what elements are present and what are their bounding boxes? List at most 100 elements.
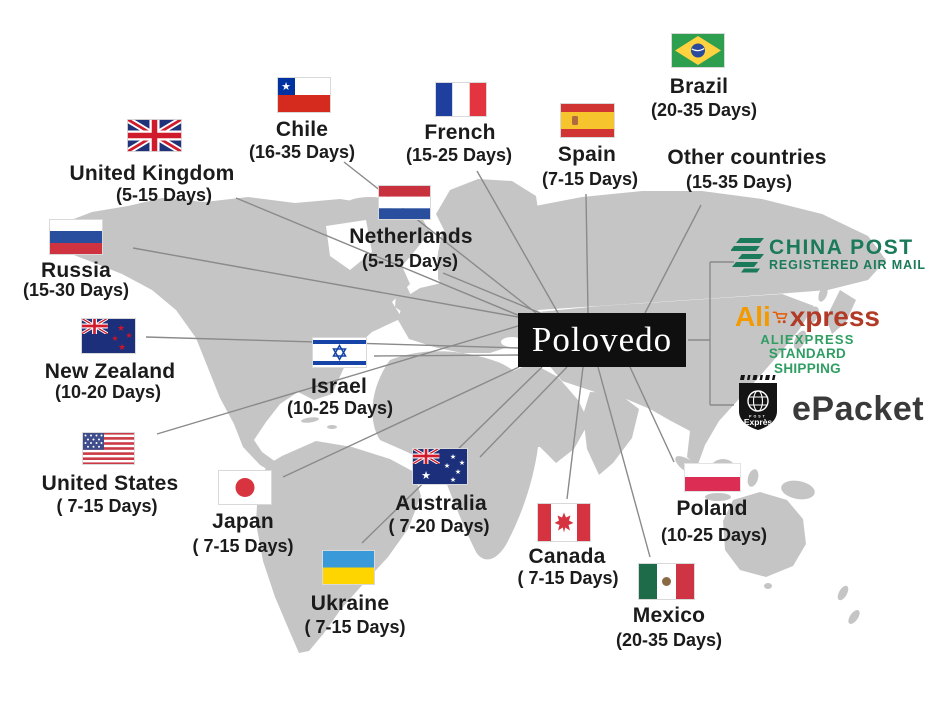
aliexpress-logo: Ali xpress ALIEXPRESS STANDARD SHIPPING [735,301,880,377]
country-days: (10-20 Days) [54,382,162,402]
line-uk [235,197,521,317]
flag-japan-icon [218,470,272,505]
line-usa [156,325,519,435]
country-name: Other countries [667,146,827,169]
flag-chile-icon: ★ [277,77,331,113]
aliexpress-line2: STANDARD SHIPPING [768,346,847,376]
epacket-badge-icon: POST Exprès [739,375,777,430]
flag-usa-icon [82,432,135,465]
country-days: (10-25 Days) [660,525,768,545]
epacket-badge-line2: Exprès [744,417,773,427]
line-japan [282,366,520,478]
country-name: Israel [310,375,368,398]
line-other [644,204,702,314]
flag-canada-icon [537,503,591,542]
svg-text:★: ★ [421,469,431,482]
svg-text:★: ★ [450,453,456,461]
map-kamchatka [826,290,856,334]
china-post-icon [731,238,764,273]
line-russia [132,247,519,318]
country-days: (16-35 Days) [248,142,356,162]
aliexpress-line1: ALIEXPRESS [760,332,855,347]
country-days: (20-35 Days) [650,100,758,120]
flag-new-zealand-icon: ★ ★ ★ ★ [81,318,136,354]
map-south-america [256,441,421,653]
country-days: ( 7-15 Days) [56,496,158,516]
china-post-subtitle: REGISTERED AIR MAIL [769,258,926,272]
country-name: Poland [676,497,748,520]
line-logos-bracket [688,261,734,406]
flag-mexico-icon [638,563,695,600]
svg-text:★: ★ [281,80,291,93]
country-days: (5-15 Days) [361,251,459,271]
flag-uk-icon [127,119,182,152]
country-name: French [424,121,496,144]
country-name: Russia [40,259,112,282]
country-days: (15-30 Days) [22,280,130,300]
country-name: Mexico [632,604,706,627]
country-days: (5-15 Days) [115,185,213,205]
flag-russia-icon [49,219,103,255]
china-post-logo: CHINA POST REGISTERED AIR MAIL [731,237,926,273]
country-days: (15-25 Days) [405,145,513,165]
country-name: United States [41,472,179,495]
china-post-title: CHINA POST [769,236,914,259]
svg-text:★: ★ [455,468,461,476]
country-days: ( 7-15 Days) [192,536,294,556]
country-name: Australia [395,492,487,515]
line-australia [479,366,568,458]
flag-france-icon [435,82,487,117]
flag-spain-icon [560,103,615,138]
country-days: ( 7-15 Days) [304,617,406,637]
country-name: Spain [557,143,617,166]
country-days: (20-35 Days) [615,630,723,650]
epacket-logo: POST Exprès ePacket [737,375,924,431]
line-chile [343,161,537,314]
map-russia [438,191,886,312]
country-days: ( 7-20 Days) [388,516,490,536]
store-name-box: Polovedo [518,313,686,367]
line-spain [585,193,589,314]
country-name: Brazil [669,75,729,98]
line-israel [373,354,519,357]
svg-text:★: ★ [111,334,118,343]
svg-text:★: ★ [450,476,456,484]
flag-brazil-icon [671,33,725,68]
flag-poland-icon [684,463,741,492]
line-netherlands [442,272,541,314]
country-days: (10-25 Days) [286,398,394,418]
country-days: (15-35 Days) [685,172,793,192]
flag-netherlands-icon [378,185,431,220]
map-australia [723,492,806,577]
country-name: Ukraine [310,592,390,615]
svg-text:★: ★ [444,462,450,470]
svg-text:★: ★ [118,343,126,353]
country-name: New Zealand [44,360,176,383]
country-name: Canada [528,545,606,568]
svg-text:★: ★ [117,324,125,334]
line-mexico [597,366,651,558]
aliexpress-brand-ali: Ali [735,301,771,332]
map-india [583,392,639,475]
flag-israel-icon [312,337,367,368]
country-days: (7-15 Days) [541,169,639,189]
store-name: Polovedo [531,320,673,359]
aliexpress-brand-xpress: xpress [789,301,880,332]
svg-text:★: ★ [125,331,132,340]
epacket-label: ePacket [792,390,925,428]
epacket-badge-line1: POST [749,415,767,419]
country-name: Chile [275,118,329,141]
flag-ukraine-icon [322,550,375,585]
country-name: United Kingdom [69,162,235,185]
line-poland [629,366,675,463]
country-name: Japan [212,510,274,533]
country-days: ( 7-15 Days) [517,568,619,588]
flag-australia-icon: ★ ★ ★ ★ ★ ★ [412,448,468,485]
svg-text:★: ★ [459,459,465,467]
line-french [476,170,559,314]
line-canada [566,366,584,500]
country-name: Netherlands [349,225,473,248]
map-north-america [58,197,430,477]
aliexpress-cart-icon [772,311,788,324]
